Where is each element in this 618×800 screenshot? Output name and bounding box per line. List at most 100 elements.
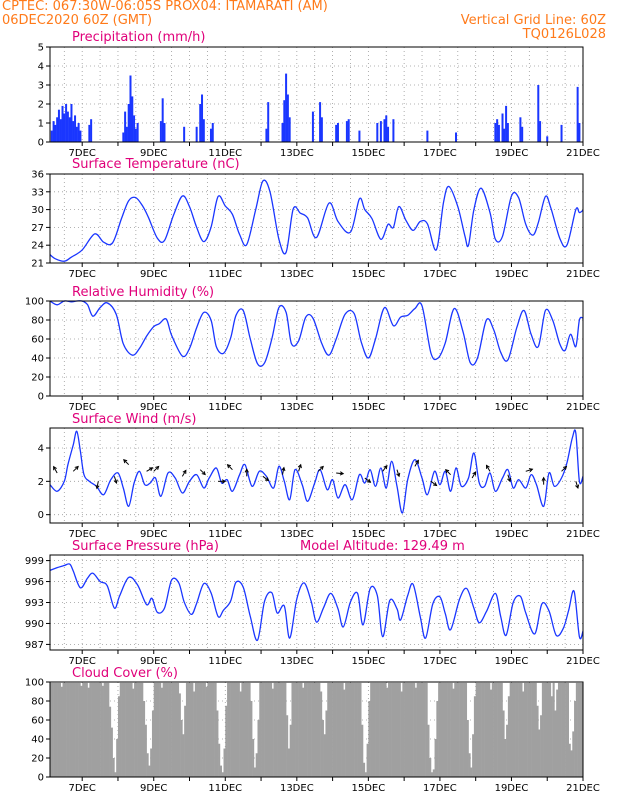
cloud-bar [248, 682, 251, 777]
y-tick-label: 40 [31, 354, 44, 365]
wind-vector [146, 467, 154, 472]
precip-bar [560, 124, 563, 142]
wind-vector-shaft [146, 467, 153, 472]
cloud-bar [212, 682, 215, 777]
precip-bar [281, 123, 284, 142]
cloud-bar [185, 682, 189, 777]
wind-vector [226, 464, 233, 471]
cloud-bar [416, 682, 419, 777]
precip-bar [319, 102, 322, 142]
cloud-bar [504, 739, 507, 777]
wind-vector-head [264, 477, 270, 482]
x-tick-label: 11DEC [208, 269, 242, 280]
cloud-bar [422, 682, 425, 777]
cloud-bar [307, 682, 310, 777]
precip-bar [133, 115, 136, 142]
y-tick-label: 60 [31, 335, 44, 346]
precip-bar [74, 115, 77, 142]
precip-bar [506, 123, 509, 142]
cloud-bar [64, 682, 67, 777]
precip-bar [122, 132, 125, 142]
wind-vector-head [221, 479, 227, 484]
wind-vector-head [281, 466, 286, 472]
cloud-bar [506, 724, 509, 777]
cloud-bar [218, 743, 221, 777]
panel-rh: Relative Humidity (%) 0 20 40 60 80 100 7DEC 9DE… [25, 285, 600, 413]
cloud-bar [327, 682, 330, 777]
wind-vector-head [528, 468, 534, 473]
cloud-bar [209, 682, 212, 777]
x-tick-label: 7DEC [69, 656, 96, 667]
cloud-bar [155, 682, 158, 777]
x-tick-label: 13DEC [280, 783, 314, 794]
panel-title: Cloud Cover (%) [72, 666, 178, 681]
precip-bar [72, 121, 75, 142]
cloud-bar [375, 682, 378, 777]
cloud-bar [518, 682, 521, 777]
cloud-bar [515, 682, 518, 777]
x-tick-label: 17DEC [423, 529, 457, 540]
cloud-bar [438, 682, 441, 777]
cloud-bar [232, 682, 235, 777]
precip-bar [50, 130, 53, 142]
panel-frame [49, 300, 584, 397]
y-tick-label: 3 [38, 81, 44, 92]
cloud-bar [312, 682, 316, 777]
cloud-bar [466, 720, 469, 777]
cloud-bar [112, 758, 115, 777]
precip-bar [136, 123, 139, 142]
cloud-bar [244, 682, 248, 777]
cloud-bar [123, 682, 126, 777]
cloud-bar [557, 682, 561, 777]
panel-precip: Precipitation (mm/h) 0 1 2 3 4 5 7DEC 9DEC 11DEC 1… [38, 30, 600, 159]
cloud-bar [236, 682, 239, 777]
precip-bar [199, 104, 202, 142]
cloud-bar [255, 753, 258, 777]
cloud-bar [549, 682, 552, 777]
cloud-bar [547, 682, 550, 777]
cloud-bar [273, 682, 276, 777]
cloud-bar [423, 682, 426, 777]
cloud-bar [168, 682, 171, 777]
header-model-code: TQ0126L028 [522, 27, 606, 42]
wind-vector [445, 469, 451, 476]
cloud-bar [85, 682, 88, 777]
precip-bar [501, 113, 504, 142]
cloud-bar [53, 682, 56, 777]
y-tick-label: 1 [38, 119, 44, 130]
rh-line [49, 300, 584, 367]
wind-vector-shaft [72, 466, 79, 472]
cloud-bar [463, 682, 466, 777]
x-tick-label: 13DEC [280, 656, 314, 667]
cloud-bar [266, 682, 269, 777]
cloud-bar [300, 682, 303, 777]
cloud-bar [577, 682, 580, 777]
cloud-bar [445, 682, 448, 777]
cloud-bar [275, 682, 278, 777]
cloud-bar [117, 696, 121, 777]
wind-vector-shaft [262, 475, 269, 481]
cloud-bar [491, 682, 494, 777]
cloud-bar [456, 682, 459, 777]
cloud-bar [178, 693, 181, 777]
y-tick-label: 60 [31, 716, 44, 727]
x-tick-label: 13DEC [280, 148, 314, 159]
cloud-bar [227, 682, 230, 777]
wind-vector [430, 480, 438, 487]
cloud-bar [282, 682, 285, 777]
wind-vector [561, 465, 568, 472]
cloud-bar [430, 772, 434, 777]
cloud-bar [110, 727, 113, 777]
cloud-bar [293, 682, 296, 777]
cloud-bar [296, 682, 299, 777]
wind-vector [485, 464, 491, 472]
cloud-bar [295, 682, 298, 777]
cloud-bar [252, 739, 255, 777]
cloud-bar [343, 689, 346, 777]
cloud-bar [221, 772, 224, 777]
cloud-bar [100, 682, 103, 777]
cloud-bar [82, 682, 85, 777]
cloud-bar [477, 682, 480, 777]
wind-line [49, 429, 584, 514]
cloud-bar [264, 682, 267, 777]
